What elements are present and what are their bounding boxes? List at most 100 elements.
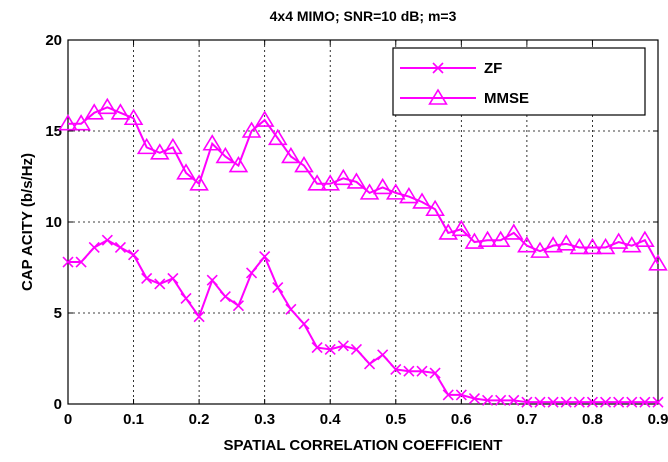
legend: ZF MMSE: [392, 47, 646, 116]
x-tick-labels: 0 0.1 0.2 0.3 0.4 0.5 0.6 0.7 0.8 0.9: [64, 411, 668, 428]
x-tick-label: 0.4: [320, 411, 342, 428]
point-zf: [508, 394, 520, 406]
point-mmse: [97, 97, 118, 115]
point-mmse: [425, 199, 445, 217]
point-zf: [75, 256, 87, 268]
point-zf: [481, 394, 494, 406]
point-mmse: [267, 128, 288, 146]
point-mmse: [333, 168, 354, 186]
point-zf: [298, 318, 310, 330]
point-zf: [62, 256, 74, 268]
point-mmse: [110, 103, 131, 120]
point-mmse: [530, 241, 550, 258]
point-zf: [639, 396, 651, 408]
point-mmse: [582, 237, 603, 255]
point-mmse: [84, 103, 105, 120]
legend-item-mmse: MMSE: [400, 88, 529, 107]
point-mmse: [294, 156, 314, 173]
legend-marker-mmse: [428, 88, 448, 105]
point-mmse: [241, 121, 262, 138]
point-zf: [534, 396, 546, 408]
point-mmse: [123, 108, 144, 126]
x-tick-label: 0.3: [254, 411, 275, 428]
x-tick-label: 0.8: [582, 411, 603, 428]
x-axis-label: SPATIAL CORRELATION COEFFICIENT: [224, 437, 503, 454]
point-zf: [416, 365, 428, 377]
point-mmse: [163, 137, 183, 155]
point-zf: [547, 396, 559, 408]
point-zf: [573, 396, 585, 408]
point-mmse: [254, 110, 275, 127]
legend-label-mmse: MMSE: [484, 90, 529, 107]
point-zf: [167, 272, 179, 284]
x-tick-label: 0.2: [189, 411, 210, 428]
point-mmse: [503, 223, 524, 240]
point-mmse: [307, 174, 327, 191]
point-mmse: [346, 172, 367, 189]
point-zf: [154, 278, 166, 290]
point-mmse: [215, 146, 236, 164]
tick-marks: [67, 39, 659, 405]
point-mmse: [149, 143, 170, 160]
point-zf: [193, 311, 205, 323]
point-zf: [259, 251, 271, 263]
point-zf: [127, 249, 140, 261]
point-mmse: [202, 134, 223, 151]
point-zf: [206, 274, 218, 286]
point-mmse: [412, 192, 432, 209]
point-mmse: [621, 236, 642, 253]
point-zf: [337, 340, 349, 352]
point-mmse: [372, 177, 393, 195]
chart-title: 4x4 MIMO; SNR=10 dB; m=3: [270, 8, 457, 24]
series-mmse: [58, 97, 668, 271]
point-zf: [560, 396, 572, 408]
series-zf: [62, 234, 664, 408]
series-line-zf: [68, 239, 658, 404]
point-mmse: [136, 137, 157, 155]
point-mmse: [595, 237, 616, 255]
point-zf: [521, 396, 533, 408]
point-zf: [219, 291, 231, 303]
point-zf: [586, 396, 599, 408]
point-mmse: [399, 186, 419, 204]
y-tick-label: 5: [54, 305, 62, 322]
point-mmse: [359, 183, 380, 200]
point-zf: [245, 267, 258, 279]
point-zf: [232, 300, 245, 312]
point-mmse: [189, 174, 209, 191]
y-tick-labels: 0 5 10 15 20: [45, 32, 62, 413]
point-zf: [377, 349, 389, 361]
x-tick-label: 0.6: [451, 411, 472, 428]
legend-marker-zf: [432, 62, 444, 74]
x-tick-label: 0.5: [385, 411, 406, 428]
point-zf: [272, 281, 284, 294]
x-tick-label: 0: [64, 411, 72, 428]
point-zf: [363, 358, 376, 370]
x-tick-label: 0.7: [516, 411, 537, 428]
y-tick-label: 10: [45, 214, 62, 231]
x-tick-label: 0.9: [648, 411, 668, 428]
point-mmse: [608, 232, 629, 249]
point-zf: [626, 396, 638, 408]
point-zf: [403, 365, 415, 377]
point-zf: [180, 292, 192, 305]
point-mmse: [58, 114, 78, 131]
point-zf: [495, 394, 507, 406]
point-mmse: [385, 183, 406, 200]
point-zf: [114, 241, 127, 254]
point-zf: [468, 392, 481, 405]
point-zf: [652, 396, 664, 408]
legend-item-zf: ZF: [400, 60, 502, 77]
y-tick-label: 15: [45, 123, 62, 140]
point-mmse: [543, 236, 563, 253]
point-zf: [390, 363, 402, 375]
point-zf: [141, 272, 153, 284]
point-mmse: [556, 234, 577, 251]
point-mmse: [228, 156, 249, 173]
point-zf: [455, 389, 467, 401]
point-mmse: [176, 163, 196, 180]
point-mmse: [71, 114, 91, 131]
point-zf: [442, 389, 454, 401]
point-zf: [101, 234, 113, 246]
